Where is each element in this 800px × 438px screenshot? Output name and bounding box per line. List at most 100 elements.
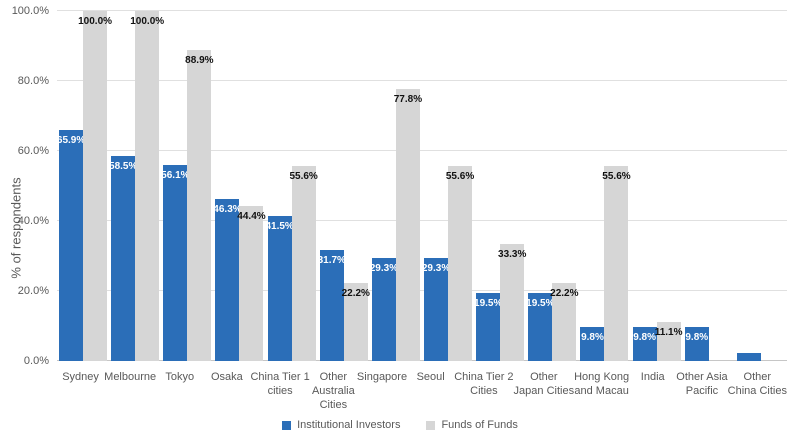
bar-institutional-investors-seoul: 29.3% — [421, 258, 451, 361]
x-tick-cell: Melbourne — [104, 370, 156, 412]
bar-institutional-investors-china-tier-1-cities: 41.5% — [265, 215, 294, 361]
bar-funds-of-funds-singapore: 77.8% — [393, 88, 423, 361]
x-tick-cell: Other China Cities — [728, 370, 787, 412]
x-tick-label: Melbourne — [104, 371, 157, 383]
bar-funds-of-funds-india: 11.1% — [655, 322, 683, 361]
bar-group-sydney: 65.9% 100.0% — [56, 11, 113, 361]
gridline — [57, 10, 787, 11]
x-tick-label: Tokyo — [165, 371, 195, 383]
legend: Institutional Investors Funds of Funds — [0, 419, 800, 431]
bar-value-label: 58.5% — [109, 161, 138, 173]
y-tick-label: 60.0% — [17, 145, 49, 157]
bar-group-india: 9.8% 11.1% — [631, 11, 683, 361]
bar-group-other-asia-pacific: 9.8% — [683, 11, 735, 361]
bar-groups: 65.9% 100.0% 58.5% 100.0% 56.1% 88.9% 46.3% 44.… — [57, 11, 787, 361]
bar-institutional-investors-sydney: 65.9% — [56, 130, 86, 361]
bar-value-label: 100.0% — [130, 16, 165, 27]
bar-value-label: 77.8% — [393, 93, 423, 105]
legend-item-institutional-investors: Institutional Investors — [282, 419, 400, 431]
plot-area: 65.9% 100.0% 58.5% 100.0% 56.1% 88.9% 46.3% 44.… — [57, 10, 787, 361]
bar-value-label: 55.6% — [289, 171, 318, 183]
x-axis-line — [57, 360, 787, 361]
bar-value-label: 9.8% — [633, 331, 657, 343]
bar-institutional-investors-hong-kong-and-macau: 9.8% — [580, 326, 605, 361]
x-tick-label: Other China Cities — [727, 371, 787, 397]
bar-funds-of-funds-melbourne: 100.0% — [130, 11, 164, 361]
bar-value-label: 44.4% — [237, 210, 266, 222]
bar-group-other-japan-cities: 19.5% 22.2% — [526, 11, 579, 361]
gridline — [57, 290, 787, 291]
x-tick-cell: Sydney — [57, 370, 104, 412]
x-tick-label: Hong Kong and Macau — [574, 371, 630, 397]
bar-funds-of-funds-seoul: 55.6% — [446, 166, 474, 361]
legend-label: Funds of Funds — [441, 419, 518, 431]
legend-swatch-icon — [282, 420, 292, 430]
bar-group-seoul: 29.3% 55.6% — [422, 11, 474, 361]
bar-value-label: 100.0% — [78, 16, 113, 27]
bar-value-label: 65.9% — [56, 135, 86, 147]
bar-value-label: 19.5% — [474, 297, 503, 309]
bar-value-label: 41.5% — [265, 220, 294, 232]
y-tick-label: 100.0% — [11, 5, 49, 17]
bar-group-tokyo: 56.1% 88.9% — [161, 11, 214, 361]
x-tick-label: Other Japan Cities — [513, 371, 575, 397]
bar-value-label: 9.8% — [685, 331, 709, 343]
bar-value-label: 31.7% — [317, 255, 346, 267]
bar-funds-of-funds-hong-kong-and-macau: 55.6% — [602, 166, 631, 361]
bar-value-label: 55.6% — [602, 171, 631, 183]
x-tick-label: Other Asia Pacific — [676, 371, 728, 397]
bar-funds-of-funds-other-australia-cities: 22.2% — [341, 283, 370, 361]
x-tick-label: Other Australia Cities — [311, 371, 355, 411]
bar-value-label: 33.3% — [498, 249, 527, 261]
x-tick-label: China Tier 1 cities — [250, 371, 310, 397]
x-tick-cell: Osaka — [203, 370, 250, 412]
bar-institutional-investors-other-australia-cities: 31.7% — [317, 250, 346, 361]
x-tick-cell: Other Japan Cities — [514, 370, 575, 412]
bar-group-china-tier-1-cities: 41.5% 55.6% — [265, 11, 318, 361]
bar-institutional-investors-other-china-cities — [736, 352, 761, 361]
bar-funds-of-funds-osaka: 44.4% — [237, 205, 266, 361]
bar-funds-of-funds-china-tier-1-cities: 55.6% — [289, 166, 318, 361]
x-tick-cell: Hong Kong and Macau — [574, 370, 629, 412]
x-tick-cell: Seoul — [407, 370, 454, 412]
x-axis: Sydney Melbourne Tokyo Osaka China Tier 1 ci… — [57, 370, 787, 412]
legend-item-funds-of-funds: Funds of Funds — [426, 419, 518, 431]
bar-group-osaka: 46.3% 44.4% — [213, 11, 266, 361]
bar-institutional-investors-singapore: 29.3% — [369, 258, 399, 361]
bar-institutional-investors-china-tier-2-cities: 19.5% — [474, 292, 503, 361]
x-tick-cell: Other Asia Pacific — [676, 370, 727, 412]
bar-institutional-investors-tokyo: 56.1% — [161, 164, 190, 361]
bar-group-melbourne: 58.5% 100.0% — [109, 11, 164, 361]
bar-funds-of-funds-tokyo: 88.9% — [185, 49, 214, 361]
bar-value-label: 29.3% — [369, 263, 399, 275]
bar-group-china-tier-2-cities: 19.5% 33.3% — [474, 11, 526, 361]
legend-label: Institutional Investors — [297, 419, 401, 431]
gridline — [57, 80, 787, 81]
bar-group-singapore: 29.3% 77.8% — [370, 11, 422, 361]
bar-value-label: 46.3% — [213, 203, 242, 215]
bar-institutional-investors-other-japan-cities: 19.5% — [526, 292, 555, 361]
x-tick-label: Singapore — [356, 371, 408, 383]
x-tick-label: Seoul — [416, 371, 445, 383]
x-tick-label: Sydney — [62, 371, 99, 383]
bar-institutional-investors-osaka: 46.3% — [213, 198, 242, 361]
y-tick-label: 40.0% — [17, 215, 49, 227]
x-tick-cell: China Tier 1 cities — [250, 370, 309, 412]
x-tick-label: Osaka — [210, 371, 243, 383]
x-tick-cell: China Tier 2 Cities — [454, 370, 513, 412]
x-tick-label: India — [640, 371, 665, 383]
x-tick-label: China Tier 2 Cities — [454, 371, 514, 397]
gridline — [57, 220, 787, 221]
bar-value-label: 56.1% — [161, 169, 190, 181]
bar-value-label: 22.2% — [341, 288, 370, 300]
bar-group-other-australia-cities: 31.7% 22.2% — [318, 11, 370, 361]
bar-group-hong-kong-and-macau: 9.8% 55.6% — [578, 11, 631, 361]
y-axis-title: % of respondents — [8, 177, 24, 279]
y-tick-label: 80.0% — [17, 75, 49, 87]
x-tick-cell: India — [629, 370, 676, 412]
y-tick-label: 20.0% — [17, 285, 49, 297]
bar-value-label: 29.3% — [421, 263, 451, 275]
bar-value-label: 19.5% — [526, 297, 555, 309]
x-tick-cell: Tokyo — [156, 370, 203, 412]
